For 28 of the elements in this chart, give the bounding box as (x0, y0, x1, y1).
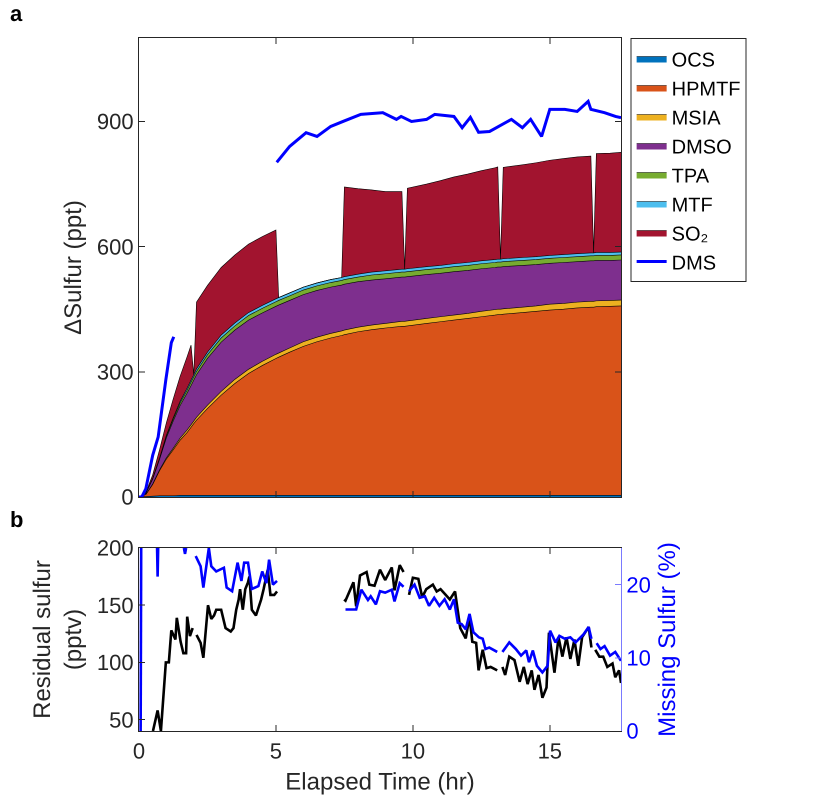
y-tick-label: 900 (96, 109, 134, 134)
text: b (10, 507, 24, 532)
y-tick-label: 200 (96, 536, 134, 561)
y-tick-label: 0 (121, 484, 134, 510)
legend-label: OCS (672, 49, 715, 72)
y2-tick-label: 0 (626, 718, 639, 744)
y2-axis-title: Missing Sulfur (%) (654, 542, 682, 737)
legend-label: MSIA (672, 107, 722, 130)
y-tick-label: 600 (96, 234, 134, 260)
x-axis-title: Elapsed Time (hr) (285, 768, 475, 796)
legend-label: TPA (672, 165, 710, 188)
legend-label: MTF (672, 194, 713, 216)
y-tick-label: 50 (109, 707, 134, 732)
legend-label: SO₂ (672, 223, 708, 246)
legend-label: DMS (672, 252, 716, 274)
y-tick-label: 300 (96, 360, 134, 385)
legend-label: DMSO (672, 136, 732, 158)
y-axis-title: Residual sulfur (pptv) (28, 560, 87, 719)
y-axis-title: ΔSulfur (ppt) (60, 200, 87, 335)
y-tick-label: 150 (96, 592, 134, 618)
x-tick-label: 15 (538, 738, 562, 764)
x-tick-label: 5 (270, 738, 282, 764)
y2-tick-label: 10 (626, 646, 651, 670)
y-tick-label: 100 (96, 650, 134, 676)
legend-label: HPMTF (672, 78, 741, 100)
x-tick-label: 10 (400, 738, 426, 764)
y2-tick-label: 20 (626, 572, 651, 598)
text: a (10, 1, 23, 26)
